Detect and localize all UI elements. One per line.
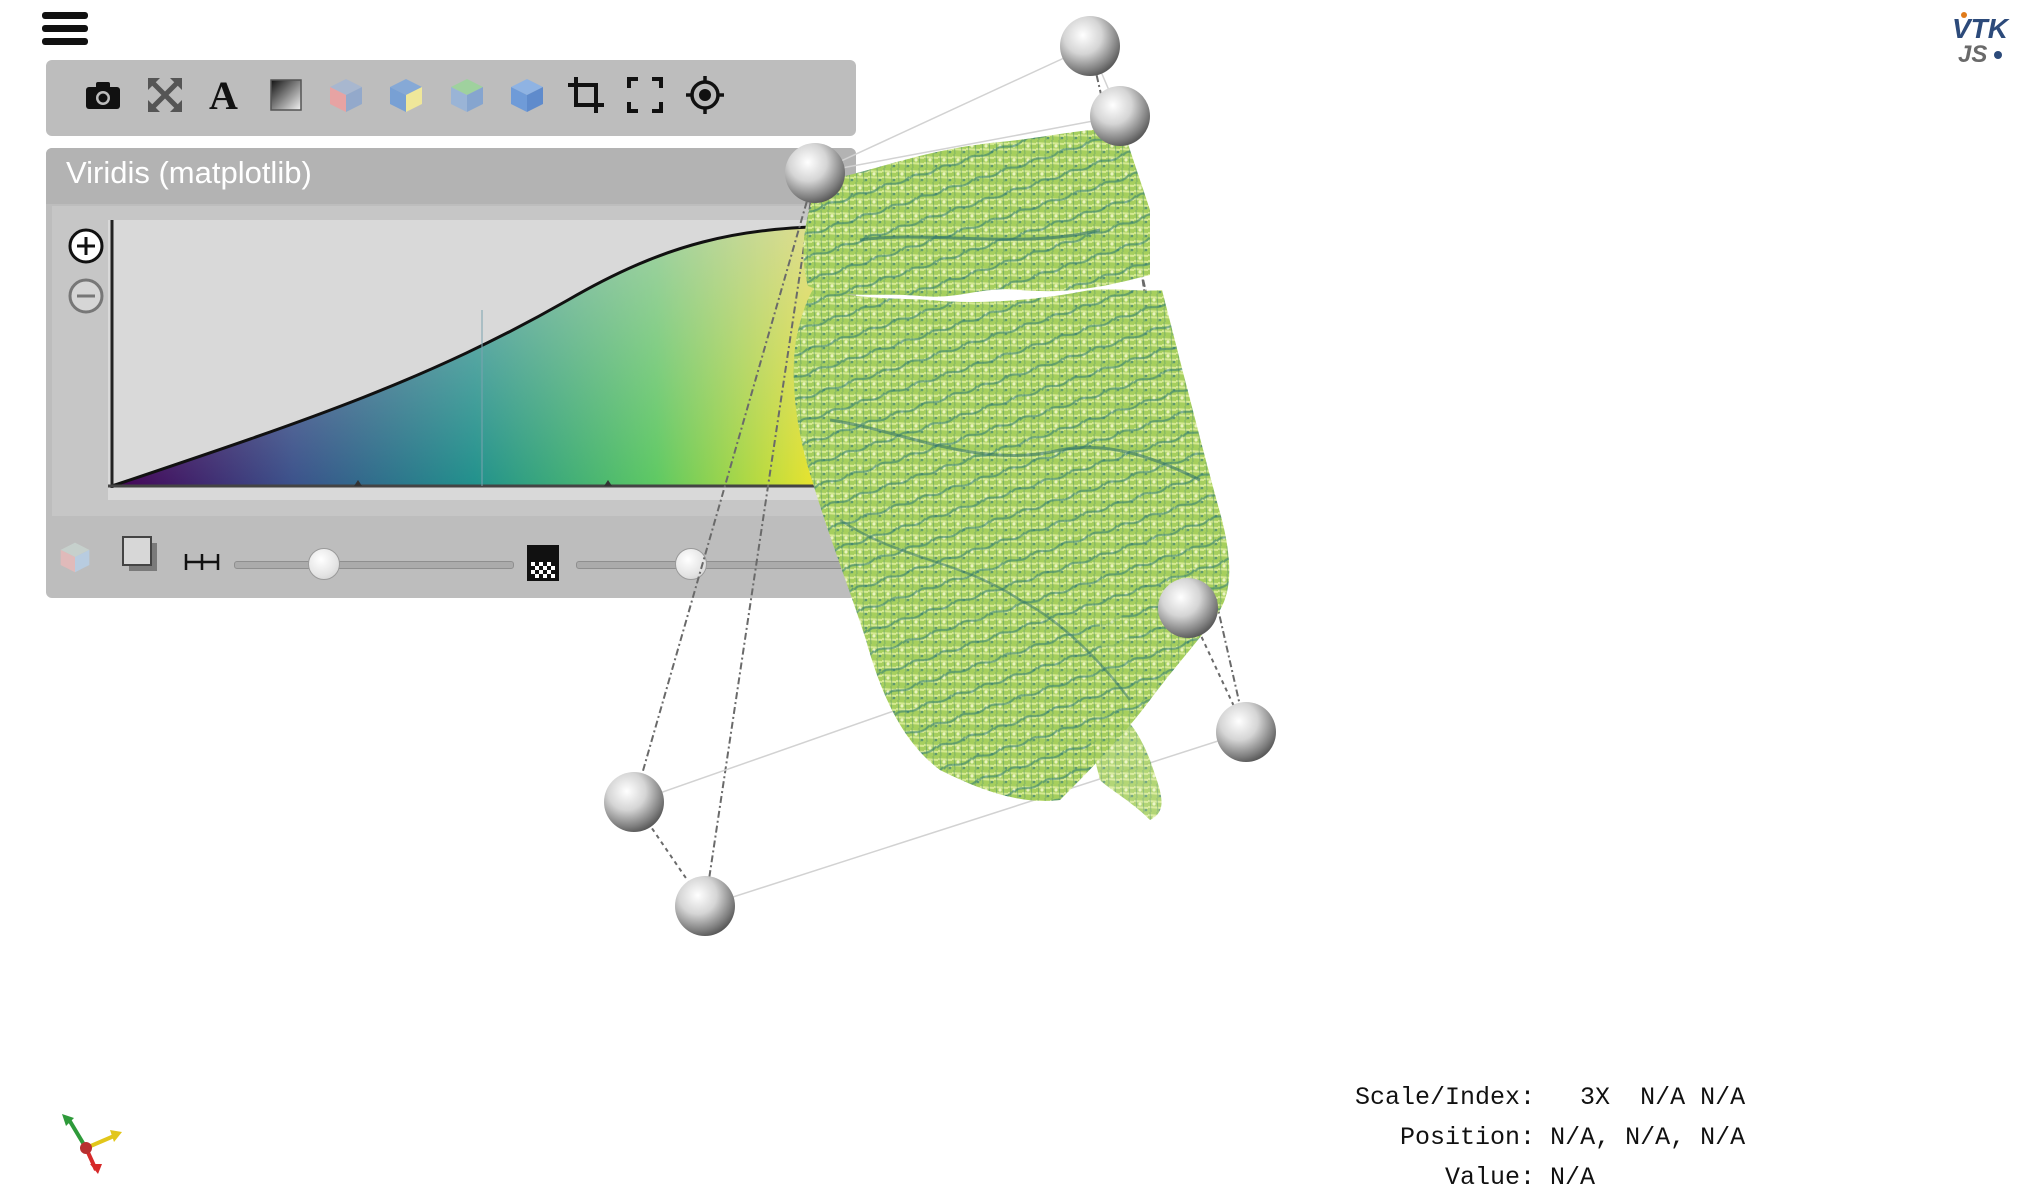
camera-icon bbox=[86, 82, 120, 109]
position-label: Position: bbox=[1400, 1123, 1536, 1152]
value-label: Value: bbox=[1445, 1163, 1536, 1192]
lighting-cube-icon[interactable] bbox=[58, 540, 92, 574]
menu-bar bbox=[42, 12, 88, 19]
scale-value: 3X bbox=[1580, 1083, 1611, 1112]
index-value: N/A N/A bbox=[1640, 1083, 1746, 1112]
shadow-toggle-icon[interactable] bbox=[120, 534, 160, 574]
screenshot-button[interactable] bbox=[78, 70, 128, 120]
crop-handle[interactable] bbox=[675, 876, 735, 936]
view-z-button[interactable] bbox=[442, 70, 492, 120]
control-point-marker[interactable] bbox=[354, 480, 362, 486]
background-button[interactable] bbox=[261, 70, 311, 120]
text-annotation-icon: A bbox=[209, 75, 238, 115]
colormap-preset-name: Viridis (matplotlib) bbox=[66, 155, 312, 190]
position-row: Position: N/A, N/A, N/A bbox=[1355, 1118, 1745, 1158]
fullscreen-button[interactable] bbox=[620, 70, 670, 120]
scale-index-label: Scale/Index: bbox=[1355, 1083, 1536, 1112]
slider-knob[interactable] bbox=[675, 548, 707, 580]
opacity-curve-canvas[interactable] bbox=[108, 220, 838, 500]
slider-knob[interactable] bbox=[308, 548, 340, 580]
zoom-in-icon[interactable] bbox=[66, 226, 106, 266]
menu-bar bbox=[42, 38, 88, 45]
view-y-cube-icon bbox=[390, 79, 422, 112]
view-x-cube-icon bbox=[330, 79, 362, 112]
text-annotation-button[interactable]: A bbox=[200, 70, 250, 120]
transfer-function-editor bbox=[52, 206, 850, 516]
crop-handle[interactable] bbox=[1090, 86, 1150, 146]
view-z-cube-icon bbox=[451, 79, 483, 112]
crop-handle[interactable] bbox=[1060, 16, 1120, 76]
opacity-checker-icon bbox=[527, 545, 559, 581]
volume-rendering bbox=[793, 129, 1230, 820]
value-row: Value: N/A bbox=[1355, 1158, 1745, 1198]
vtk-js-logo: VTK JS bbox=[1952, 12, 2010, 68]
view-iso-button[interactable] bbox=[502, 70, 552, 120]
colormap-preset-selector[interactable]: Viridis (matplotlib) bbox=[46, 148, 856, 204]
position-value: N/A, N/A, N/A bbox=[1550, 1123, 1746, 1152]
orientation-axes bbox=[62, 1114, 122, 1174]
view-iso-cube-icon bbox=[511, 79, 543, 112]
crop-widget-handles bbox=[604, 16, 1276, 936]
pick-target-button[interactable] bbox=[680, 70, 730, 120]
spacing-icon bbox=[184, 554, 220, 570]
zoom-out-icon[interactable] bbox=[66, 276, 106, 316]
crop-button[interactable] bbox=[561, 70, 611, 120]
sampling-distance-slider[interactable] bbox=[234, 548, 514, 580]
pick-target-icon bbox=[686, 76, 724, 114]
logo-text-top: VTK bbox=[1952, 13, 2010, 44]
crop-handle[interactable] bbox=[785, 143, 845, 203]
reset-view-button[interactable] bbox=[140, 70, 190, 120]
colormap-panel: Viridis (matplotlib) bbox=[46, 148, 856, 598]
fullscreen-icon bbox=[627, 77, 663, 113]
pick-info-overlay: Scale/Index: 3X N/A N/A Position: N/A, N… bbox=[1355, 1078, 1745, 1198]
opacity-scale-slider[interactable] bbox=[576, 548, 854, 580]
control-point-marker[interactable] bbox=[604, 480, 612, 486]
value-value: N/A bbox=[1550, 1163, 1596, 1192]
view-x-button[interactable] bbox=[321, 70, 371, 120]
background-gradient-icon bbox=[270, 79, 302, 111]
menu-bar bbox=[42, 25, 88, 32]
toolbar: A bbox=[46, 60, 856, 136]
crop-handle[interactable] bbox=[604, 772, 664, 832]
crop-handle[interactable] bbox=[1216, 702, 1276, 762]
scale-index-row: Scale/Index: 3X N/A N/A bbox=[1355, 1078, 1745, 1118]
crop-icon bbox=[568, 77, 604, 113]
reset-view-icon bbox=[148, 78, 182, 112]
rendering-controls bbox=[46, 522, 856, 592]
crop-handle[interactable] bbox=[1158, 578, 1218, 638]
logo-text-bottom: JS bbox=[1958, 41, 1987, 68]
menu-button[interactable] bbox=[42, 12, 88, 52]
view-y-button[interactable] bbox=[381, 70, 431, 120]
svg-text:A: A bbox=[209, 75, 238, 115]
